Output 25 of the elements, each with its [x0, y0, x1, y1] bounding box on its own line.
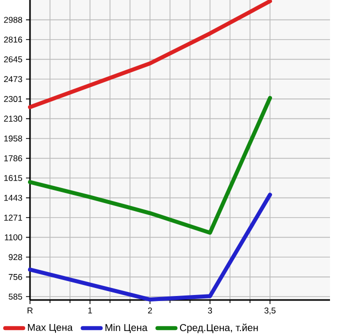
legend-label: Сред.Цена, т.йен: [180, 324, 258, 334]
line-series: [28, 96, 272, 235]
line-series: [28, 0, 272, 110]
legend-label: Min Цена: [106, 324, 148, 333]
y-tick-label: 2988: [4, 16, 22, 23]
y-tick-label: 1443: [4, 194, 22, 201]
y-tick-label: 2301: [4, 96, 22, 102]
y-tick-label: 756: [8, 274, 22, 280]
x-tick-label: 2: [148, 308, 152, 314]
y-tick-label: 2473: [4, 76, 22, 82]
y-tick-label: 1615: [4, 175, 22, 181]
y-tick-label: 1271: [4, 214, 22, 221]
y-tick-label: 1100: [4, 234, 22, 240]
y-tick-label: 2645: [4, 56, 22, 62]
y-tick-label: 2816: [4, 36, 22, 43]
y-tick-label: 1958: [4, 135, 22, 142]
y-tick-label: 585: [8, 294, 22, 300]
x-tick-label: 1: [88, 308, 92, 314]
y-tick-label: 2130: [4, 116, 22, 122]
legend-label: Max Цена: [28, 324, 73, 333]
y-tick-label: 928: [8, 254, 22, 260]
x-tick-label: 3: [208, 308, 212, 314]
x-tick-label: 3,5: [264, 308, 276, 315]
y-tick-label: 1786: [4, 155, 22, 162]
x-tick-label: R: [28, 308, 33, 314]
